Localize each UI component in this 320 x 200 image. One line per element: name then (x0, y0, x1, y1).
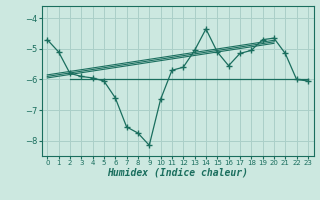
X-axis label: Humidex (Indice chaleur): Humidex (Indice chaleur) (107, 168, 248, 178)
